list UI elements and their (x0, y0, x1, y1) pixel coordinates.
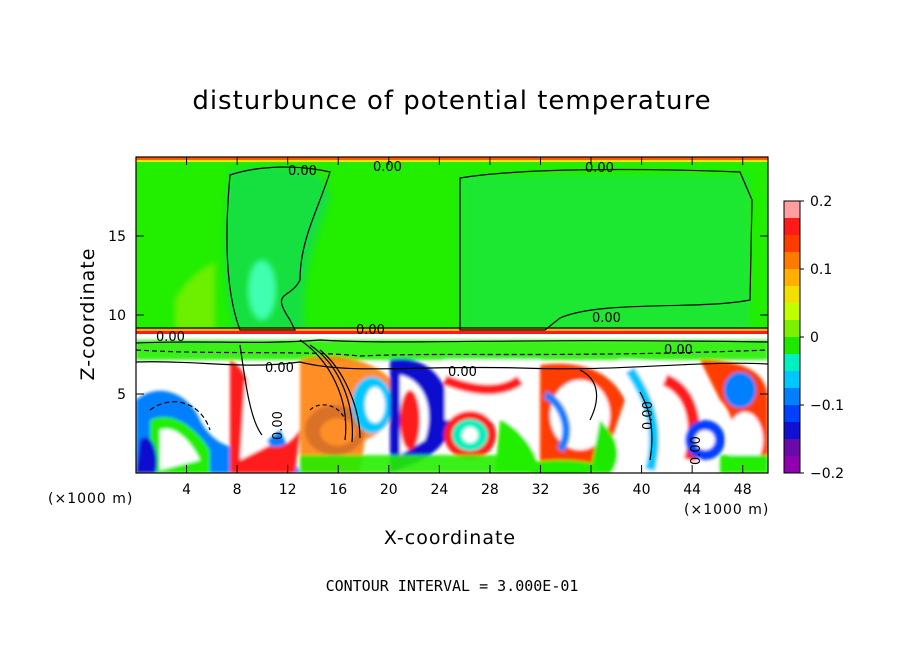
y-tick-label: 10 (108, 308, 126, 324)
x-tick-label: 24 (430, 482, 448, 498)
colorbar-swatch (784, 201, 800, 219)
colorbar-tick-label: 0.1 (810, 262, 832, 278)
colorbar-swatch (784, 252, 800, 270)
x-tick-label: 12 (279, 482, 297, 498)
colorbar: 0.2 0.1 0 −0.1 −0.2 (783, 194, 844, 482)
colorbar-swatch (784, 371, 800, 389)
x-tick-label: 28 (481, 482, 499, 498)
contour-label: 0.00 (265, 361, 294, 376)
colorbar-swatch (784, 269, 800, 287)
colorbar-swatch (784, 405, 800, 423)
contour-label: 0.00 (156, 330, 185, 345)
x-unit-left: (×1000 m) (48, 491, 134, 507)
colorbar-swatch (784, 388, 800, 406)
x-tick-label: 32 (532, 482, 550, 498)
x-unit-right: (×1000 m) (684, 502, 770, 518)
contour-label: 0.00 (271, 411, 286, 440)
x-tick-label: 4 (182, 482, 191, 498)
chart-title: disturbunce of potential temperature (192, 86, 712, 116)
colorbar-swatch (784, 456, 800, 474)
colorbar-tick-label: 0.2 (810, 194, 832, 210)
colorbar-tick-label: −0.2 (810, 466, 844, 482)
colorbar-swatch (784, 320, 800, 338)
x-tick-label: 8 (233, 482, 242, 498)
colorbar-swatch (784, 422, 800, 440)
colorbar-swatch (784, 286, 800, 304)
colorbar-swatch (784, 354, 800, 372)
x-tick-label: 40 (633, 482, 651, 498)
x-axis: 4 8 12 16 20 24 28 32 36 40 44 48 (182, 157, 752, 498)
contour-label: 0.00 (356, 323, 385, 338)
colorbar-swatch (784, 235, 800, 253)
contour-label: 0.00 (641, 401, 656, 430)
y-axis: 5 10 15 (108, 229, 768, 403)
contour-label: 0.00 (585, 161, 614, 176)
contour-label: 0.00 (288, 164, 317, 179)
y-axis-label: Z-coordinate (77, 247, 99, 381)
contour-label: 0.00 (689, 436, 704, 465)
x-axis-label: X-coordinate (383, 527, 517, 549)
contour-label: 0.00 (448, 365, 477, 380)
contour-interval: CONTOUR INTERVAL = 3.000E-01 (325, 577, 579, 595)
x-tick-label: 36 (582, 482, 600, 498)
colorbar-swatch (784, 337, 800, 355)
x-tick-label: 16 (329, 482, 347, 498)
colorbar-tick-label: 0 (810, 330, 819, 346)
heatmap-field: 0.00 0.00 0.00 0.00 0.00 0.00 0.00 0.00 … (136, 157, 768, 473)
x-tick-label: 20 (380, 482, 398, 498)
x-tick-label: 48 (734, 482, 752, 498)
colorbar-swatch (784, 218, 800, 236)
x-tick-label: 44 (683, 482, 701, 498)
contour-label: 0.00 (592, 311, 621, 326)
contour-label: 0.00 (373, 160, 402, 175)
y-tick-label: 15 (108, 229, 126, 245)
colorbar-tick-label: −0.1 (810, 398, 844, 414)
contour-label: 0.00 (664, 343, 693, 358)
colorbar-swatch (784, 303, 800, 321)
y-tick-label: 5 (117, 387, 126, 403)
colorbar-swatch (784, 439, 800, 457)
